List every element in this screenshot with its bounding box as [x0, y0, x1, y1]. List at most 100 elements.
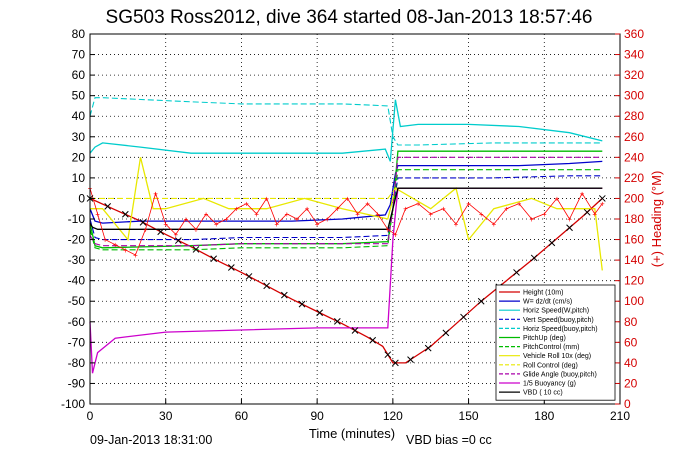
series-heading-marker: + — [133, 251, 138, 260]
depth-marker — [460, 313, 467, 321]
depth-marker — [392, 359, 399, 367]
series-horiz-speed-buoy-pitch — [89, 97, 603, 146]
y-tick-label: -70 — [68, 335, 86, 349]
series-heading-marker: + — [224, 215, 229, 224]
y-axis-left: -100-90-80-70-60-50-40-30-20-10010203040… — [61, 27, 95, 411]
depth-marker — [210, 255, 218, 263]
depth-marker — [245, 273, 253, 280]
series-heading-marker: + — [592, 210, 597, 219]
y-tick-label: -10 — [68, 212, 86, 226]
x-tick-label: 150 — [459, 409, 479, 423]
y2-tick-label: 160 — [624, 233, 644, 247]
y-tick-label: -20 — [68, 233, 86, 247]
legend-entry: 1/5 Buoyancy (g) — [523, 381, 576, 388]
y2-tick-label: 180 — [624, 212, 644, 226]
legend-entry: Height (10m) — [523, 290, 563, 297]
y2-tick-label: 200 — [624, 191, 644, 205]
series-heading-marker: + — [305, 205, 310, 214]
legend: Height (10m) W= dz/dt (cm/s) Horiz Speed(W… — [495, 284, 616, 401]
series-heading-line — [89, 188, 603, 256]
series-heading-marker: + — [504, 205, 509, 214]
y2-tick-label: 340 — [624, 48, 644, 62]
depth-marker — [121, 210, 129, 218]
legend-entry: Roll Control (deg) — [523, 362, 578, 369]
y-tick-label: 60 — [72, 68, 86, 82]
y-tick-label: 0 — [78, 191, 85, 205]
series-heading-marker: + — [123, 246, 128, 255]
series-heading-marker: + — [393, 230, 398, 239]
y-tick-label: -50 — [68, 294, 86, 308]
y2-tick-label: 240 — [624, 150, 644, 164]
series-heading-marker: + — [416, 200, 421, 209]
series-heading-marker: + — [184, 215, 189, 224]
x-tick-label: 30 — [159, 409, 173, 423]
series-heading-marker: + — [375, 210, 380, 219]
y-tick-label: 50 — [72, 89, 86, 103]
x-axis-label: Time (minutes) — [309, 426, 395, 441]
legend-entry: Horiz Speed(buoy,pitch) — [523, 326, 598, 333]
series-heading-marker: + — [214, 220, 219, 229]
series-heading-marker: + — [204, 210, 209, 219]
y-tick-label: 20 — [72, 150, 86, 164]
depth-marker — [566, 224, 573, 232]
y-tick-label: -90 — [68, 376, 86, 390]
y-tick-label: -60 — [68, 315, 86, 329]
legend-entry: W= dz/dt (cm/s) — [523, 299, 572, 306]
series-heading-marker: + — [365, 200, 370, 209]
series-heading-marker: + — [325, 215, 330, 224]
depth-marker — [513, 269, 520, 276]
legend-box — [495, 284, 616, 401]
series-heading-marker: + — [264, 194, 269, 203]
series-heading-marker: + — [295, 215, 300, 224]
series-heading-marker: + — [285, 210, 290, 219]
series-heading-marker: + — [355, 210, 360, 219]
y2-tick-label: 220 — [624, 171, 644, 185]
depth-marker — [316, 309, 324, 317]
series-heading-marker: + — [234, 205, 239, 214]
series-heading-marker: + — [153, 189, 158, 198]
depth-marker — [407, 356, 414, 363]
depth-marker — [548, 239, 556, 247]
series-heading-marker: + — [491, 220, 496, 229]
series-heading-marker: + — [479, 210, 484, 219]
series-heading-marker: + — [254, 210, 259, 219]
depth-marker — [351, 327, 359, 334]
depth-marker — [227, 264, 235, 271]
x-tick-label: 60 — [235, 409, 249, 423]
depth-marker — [263, 282, 271, 290]
depth-marker — [280, 291, 288, 299]
x-tick-label: 90 — [310, 409, 324, 423]
y2-tick-label: 20 — [624, 376, 638, 390]
series-pitchup-deg — [89, 150, 603, 249]
series-heading-marker: + — [529, 215, 534, 224]
y-tick-label: 40 — [72, 109, 86, 123]
depth-marker — [384, 351, 392, 359]
series-heading-marker: + — [580, 189, 585, 198]
grid — [90, 34, 620, 404]
series-w-dz-dt-cm-s — [89, 160, 603, 224]
y-tick-label: -100 — [61, 397, 85, 411]
legend-entry: Vert Speed(buoy,pitch) — [523, 317, 594, 324]
series-heading-marker: + — [600, 200, 605, 209]
y-tick-label: -80 — [68, 356, 86, 370]
legend-entry: Vehicle Roll 10x (deg) — [523, 353, 591, 360]
y2-tick-label: 40 — [624, 356, 638, 370]
series-heading-marker: + — [95, 210, 100, 219]
series-heading-marker: + — [315, 220, 320, 229]
y2-tick-label: 60 — [624, 335, 638, 349]
depth-marker — [333, 318, 341, 325]
series-heading-marker: + — [517, 200, 522, 209]
y2-tick-label: 320 — [624, 68, 644, 82]
series-heading-marker: + — [555, 194, 560, 203]
y2-tick-label: 280 — [624, 109, 644, 123]
x-tick-label: 120 — [383, 409, 403, 423]
depth-marker — [442, 329, 450, 337]
series-pitchcontrol-mm — [89, 169, 603, 251]
series-heading-marker: + — [385, 225, 390, 234]
legend-entry: Horiz Speed(W,pitch) — [523, 308, 589, 315]
series-heading-marker: + — [194, 225, 199, 234]
series-vbd-10-cc — [89, 187, 603, 230]
series-heading-marker: + — [143, 225, 148, 234]
y2-tick-label: 300 — [624, 89, 644, 103]
y-tick-label: 30 — [72, 130, 86, 144]
